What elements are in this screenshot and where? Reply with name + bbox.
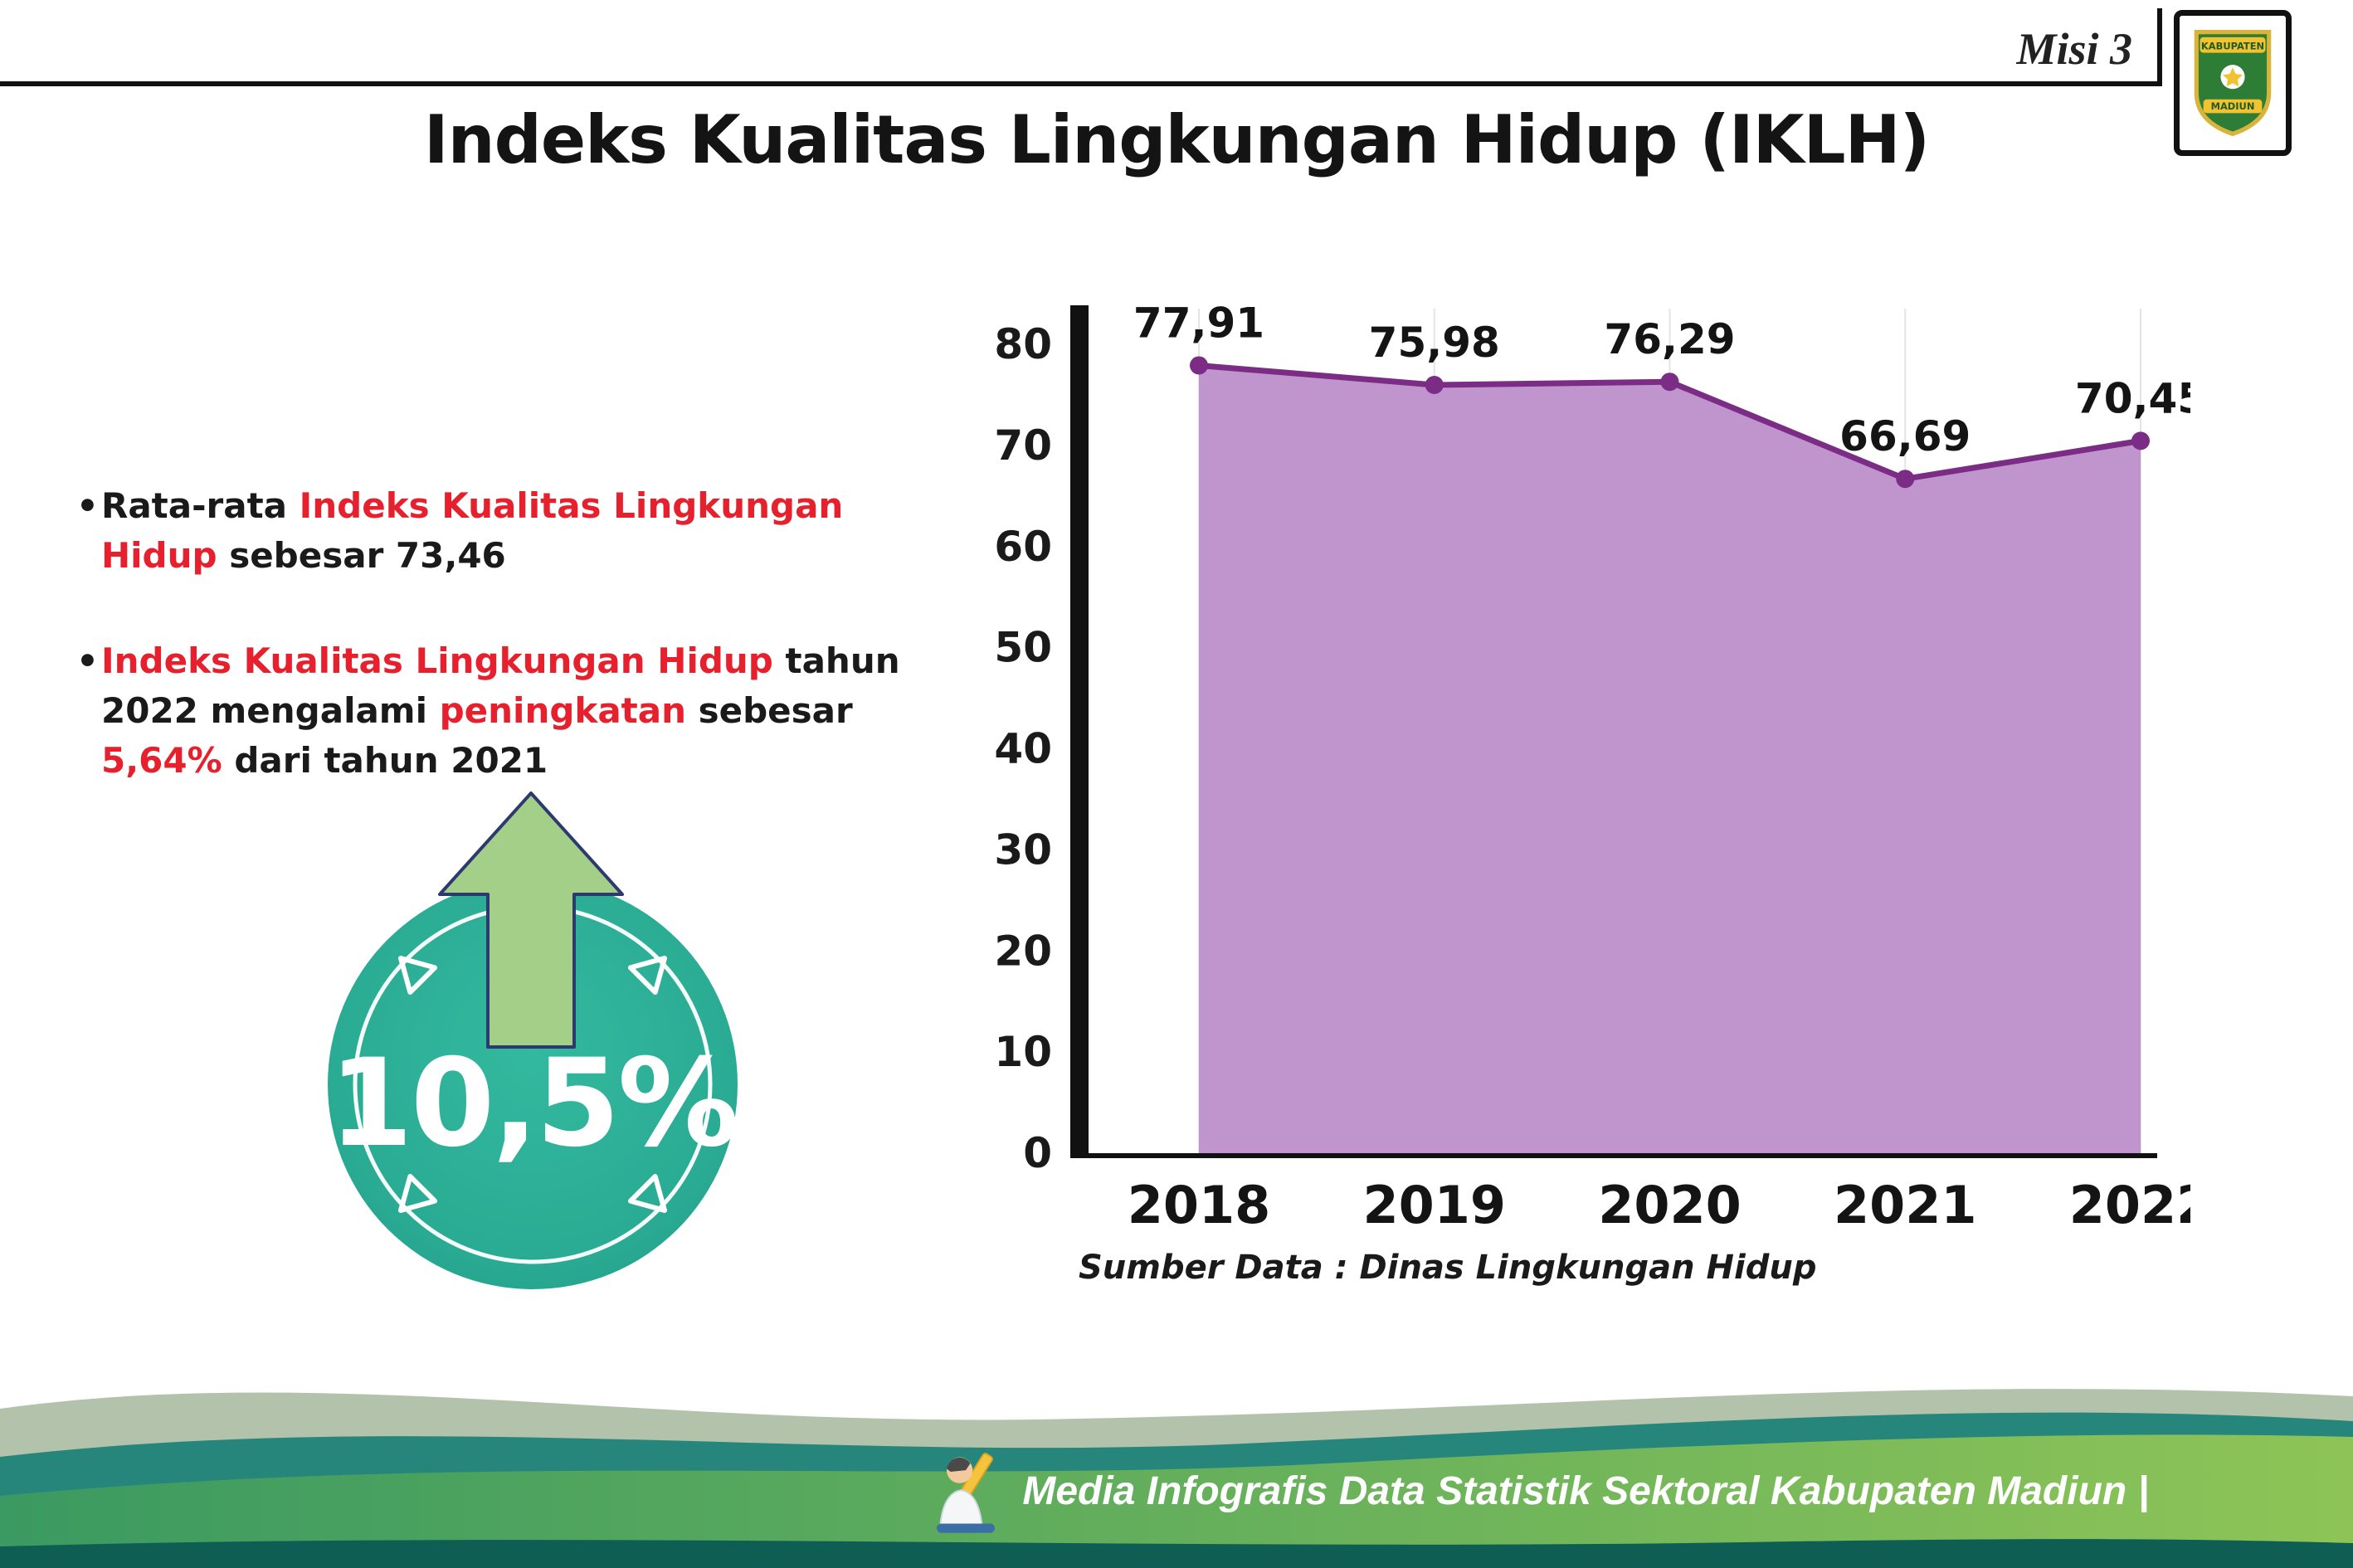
page-title: Indeks Kualitas Lingkungan Hidup (IKLH) xyxy=(423,101,1930,178)
bullet2-plain-1: tahun 2022 mengalami xyxy=(101,640,900,731)
svg-text:76,29: 76,29 xyxy=(1604,315,1735,363)
key-findings: • Rata-rata Indeks Kualitas Lingkungan H… xyxy=(76,481,948,785)
svg-text:10: 10 xyxy=(994,1028,1052,1076)
logo-frame-line xyxy=(2157,8,2162,86)
logo-top-text: KABUPATEN xyxy=(2201,40,2264,51)
svg-text:0: 0 xyxy=(1023,1129,1052,1177)
bullet1-text-plain: Rata-rata xyxy=(101,485,300,526)
bullet-average-iklh: • Rata-rata Indeks Kualitas Lingkungan H… xyxy=(76,481,948,580)
arrow-up-icon xyxy=(438,791,624,1049)
bullet2-highlight-2: peningkatan xyxy=(439,689,686,731)
svg-text:2020: 2020 xyxy=(1598,1175,1742,1235)
increase-badge: 10,5% xyxy=(319,788,743,1303)
svg-text:2021: 2021 xyxy=(1834,1175,1977,1235)
svg-text:60: 60 xyxy=(994,523,1052,571)
svg-text:2022: 2022 xyxy=(2069,1175,2190,1235)
svg-text:20: 20 xyxy=(994,927,1052,975)
bullet2-highlight-1: Indeks Kualitas Lingkungan Hidup xyxy=(101,640,773,682)
bullet2-plain-3: dari tahun 2021 xyxy=(222,739,548,781)
svg-text:66,69: 66,69 xyxy=(1839,412,1971,460)
bullet2-plain-2: sebesar xyxy=(686,689,853,731)
header-rule xyxy=(0,81,2157,86)
writer-mascot-icon xyxy=(937,1453,996,1533)
footer-wave-decoration xyxy=(0,1389,2353,1568)
svg-text:75,98: 75,98 xyxy=(1369,319,1500,367)
logo-bottom-text: MADIUN xyxy=(2211,100,2255,112)
svg-text:2018: 2018 xyxy=(1128,1175,1271,1235)
svg-text:70,45: 70,45 xyxy=(2075,374,2190,422)
kabupaten-madiun-logo: KABUPATEN MADIUN xyxy=(2174,10,2292,156)
data-source-note: Sumber Data : Dinas Lingkungan Hidup xyxy=(1079,1249,1817,1287)
misi-label: Misi 3 xyxy=(2016,24,2132,74)
footer: Media Infografis Data Statistik Sektoral… xyxy=(928,1445,2149,1536)
bullet-marker: • xyxy=(76,640,99,682)
svg-text:2019: 2019 xyxy=(1362,1175,1506,1235)
iklh-chart: 77,91 75,98 76,29 66,69 70,45 0 10 20 30 40 50 60 70… xyxy=(994,299,2212,1235)
bullet1-text-value: sebesar 73,46 xyxy=(217,534,506,576)
bullet1-text-highlight: Indeks Kualitas Lingkungan Hidup xyxy=(101,485,844,576)
svg-text:40: 40 xyxy=(994,725,1052,773)
shield-icon: KABUPATEN MADIUN xyxy=(2194,30,2272,137)
svg-text:30: 30 xyxy=(994,825,1052,874)
footer-caption: Media Infografis Data Statistik Sektoral… xyxy=(1022,1468,2149,1513)
svg-text:80: 80 xyxy=(994,320,1052,368)
svg-text:50: 50 xyxy=(994,624,1052,672)
bullet-marker: • xyxy=(76,485,99,526)
bullet-iklh-increase: • Indeks Kualitas Lingkungan Hidup tahun… xyxy=(76,636,948,785)
iklh-trend-chart: 77,91 75,98 76,29 66,69 70,45 0 10 20 30 40 50 60 70… xyxy=(946,290,2212,1236)
svg-text:70: 70 xyxy=(994,421,1052,470)
bullet2-highlight-3: 5,64% xyxy=(101,739,222,781)
increase-percentage: 10,5% xyxy=(329,1033,739,1174)
svg-text:77,91: 77,91 xyxy=(1133,299,1264,347)
